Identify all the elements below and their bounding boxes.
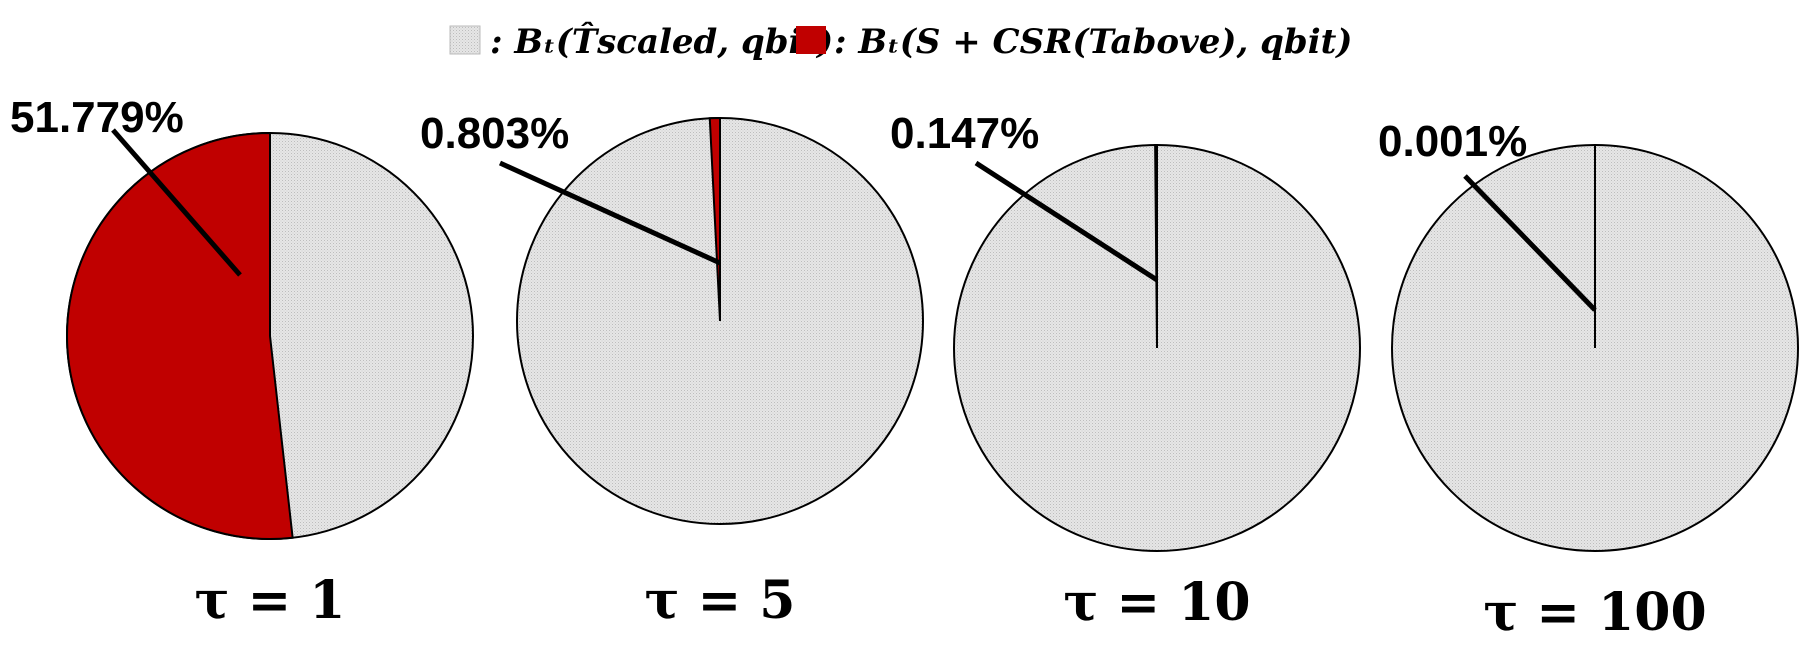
legend-label-gray: : Bₜ(T̂scaled, qbit) (490, 21, 833, 62)
pie-4: 0.001% τ = 100 (1378, 117, 1799, 643)
pies-group: 51.779% τ = 1 0.803% τ = 5 0.147% τ = 10 0.001… (10, 93, 1799, 643)
legend-swatch-red (796, 26, 826, 54)
pie-slice-red (65, 131, 294, 540)
legend-swatch-gray (449, 25, 481, 55)
pie-3: 0.147% τ = 10 (890, 109, 1361, 633)
pie-leader-line (498, 160, 722, 266)
legend: : Bₜ(T̂scaled, qbit) : Bₜ(S + CSR(Tabove… (449, 21, 1352, 62)
pie-leader-line (111, 128, 242, 277)
pie-leader-line (974, 160, 1159, 283)
pie-tau-label: τ = 10 (1063, 572, 1250, 633)
pie-percentage-label: 51.779% (10, 93, 184, 142)
pie-percentage-label: 0.001% (1378, 117, 1527, 166)
pie-2: 0.803% τ = 5 (420, 109, 924, 631)
pie-percentage-label: 0.803% (420, 109, 569, 158)
pie-1: 51.779% τ = 1 (10, 93, 474, 631)
pie-tau-label: τ = 1 (195, 570, 346, 631)
pie-tau-label: τ = 100 (1483, 582, 1706, 643)
pie-leader-line (1463, 174, 1597, 312)
legend-label-red: : Bₜ(S + CSR(Tabove), qbit) (834, 22, 1352, 62)
pie-percentage-label: 0.147% (890, 109, 1039, 158)
pie-tau-label: τ = 5 (645, 570, 796, 631)
